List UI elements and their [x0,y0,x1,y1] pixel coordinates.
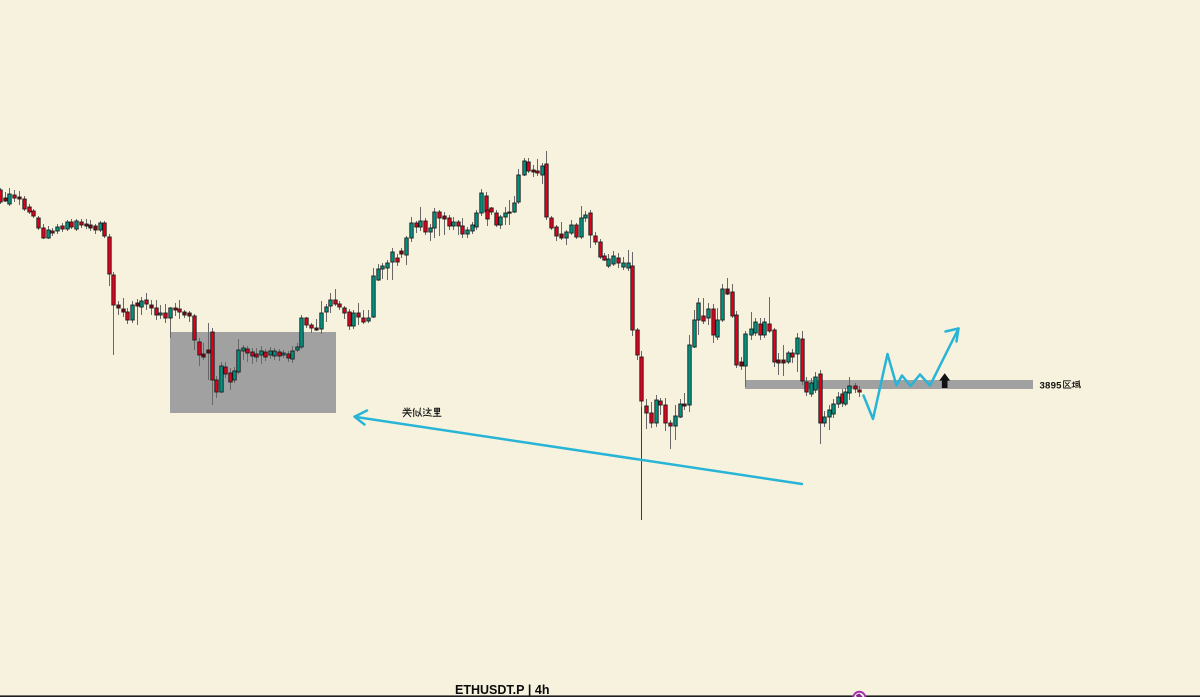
svg-text:ETHUSDT.P | 4h: ETHUSDT.P | 4h [455,683,549,697]
svg-text:3895: 3895 [1040,381,1063,392]
